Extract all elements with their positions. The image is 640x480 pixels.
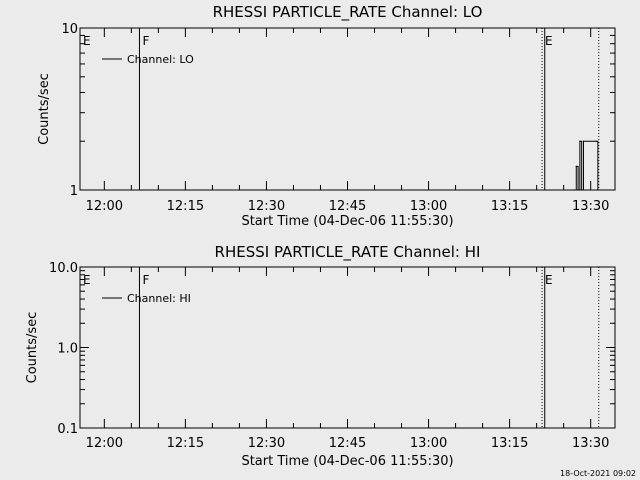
- x-tick-label-0-0: 12:00: [86, 199, 123, 214]
- y-tick-label-1-2: 10.0: [49, 261, 78, 276]
- x-tick-label-1-4: 13:00: [410, 436, 447, 451]
- data-point-0-0-7: [597, 189, 599, 191]
- data-point-0-0-6: [595, 140, 597, 142]
- data-point-0-0-4: [581, 189, 583, 191]
- y-tick-label-1-1: 1.0: [57, 342, 78, 357]
- y-tick-label-1-0: 0.1: [57, 422, 78, 437]
- event-marker-label-0-2: E: [545, 34, 553, 48]
- x-tick-label-0-5: 13:15: [491, 199, 528, 214]
- x-axis-label-0: Start Time (04-Dec-06 11:55:30): [241, 214, 453, 229]
- event-marker-label-1-0: E: [83, 273, 91, 287]
- data-point-0-0-1: [575, 165, 577, 167]
- x-tick-label-0-3: 12:45: [329, 199, 366, 214]
- x-tick-label-0-4: 13:00: [410, 199, 447, 214]
- x-tick-label-1-1: 12:15: [167, 436, 204, 451]
- footer-timestamp: 18-Oct-2021 09:02: [560, 469, 636, 478]
- data-point-0-0-2: [577, 189, 579, 191]
- x-axis-label-1: Start Time (04-Dec-06 11:55:30): [241, 454, 453, 469]
- event-marker-label-0-0: E: [83, 34, 91, 48]
- chart-title-0: RHESSI PARTICLE_RATE Channel: LO: [213, 3, 483, 22]
- x-tick-label-0-1: 12:15: [167, 199, 204, 214]
- y-axis-label-1: Counts/sec: [25, 312, 40, 384]
- y-tick-label-0-1: 10: [61, 22, 78, 37]
- x-tick-label-1-6: 13:30: [572, 436, 609, 451]
- chart-title-1: RHESSI PARTICLE_RATE Channel: HI: [215, 243, 481, 262]
- y-tick-label-0-0: 1: [70, 184, 78, 199]
- x-tick-label-0-6: 13:30: [572, 199, 609, 214]
- x-tick-label-0-2: 12:30: [248, 199, 285, 214]
- x-tick-label-1-0: 12:00: [86, 436, 123, 451]
- y-axis-label-0: Counts/sec: [37, 73, 52, 145]
- legend-label-1: Channel: HI: [127, 292, 191, 305]
- x-tick-label-1-2: 12:30: [248, 436, 285, 451]
- data-point-0-0-5: [582, 140, 585, 142]
- legend-label-0: Channel: LO: [127, 53, 194, 66]
- event-marker-label-1-1: F: [142, 273, 149, 287]
- event-marker-label-0-1: F: [142, 34, 149, 48]
- data-point-0-0-3: [579, 140, 581, 142]
- x-tick-label-1-5: 13:15: [491, 436, 528, 451]
- x-tick-label-1-3: 12:45: [329, 436, 366, 451]
- series-line-0-0: [574, 140, 599, 191]
- data-point-0-0-0: [573, 189, 576, 191]
- event-marker-label-1-2: E: [545, 273, 553, 287]
